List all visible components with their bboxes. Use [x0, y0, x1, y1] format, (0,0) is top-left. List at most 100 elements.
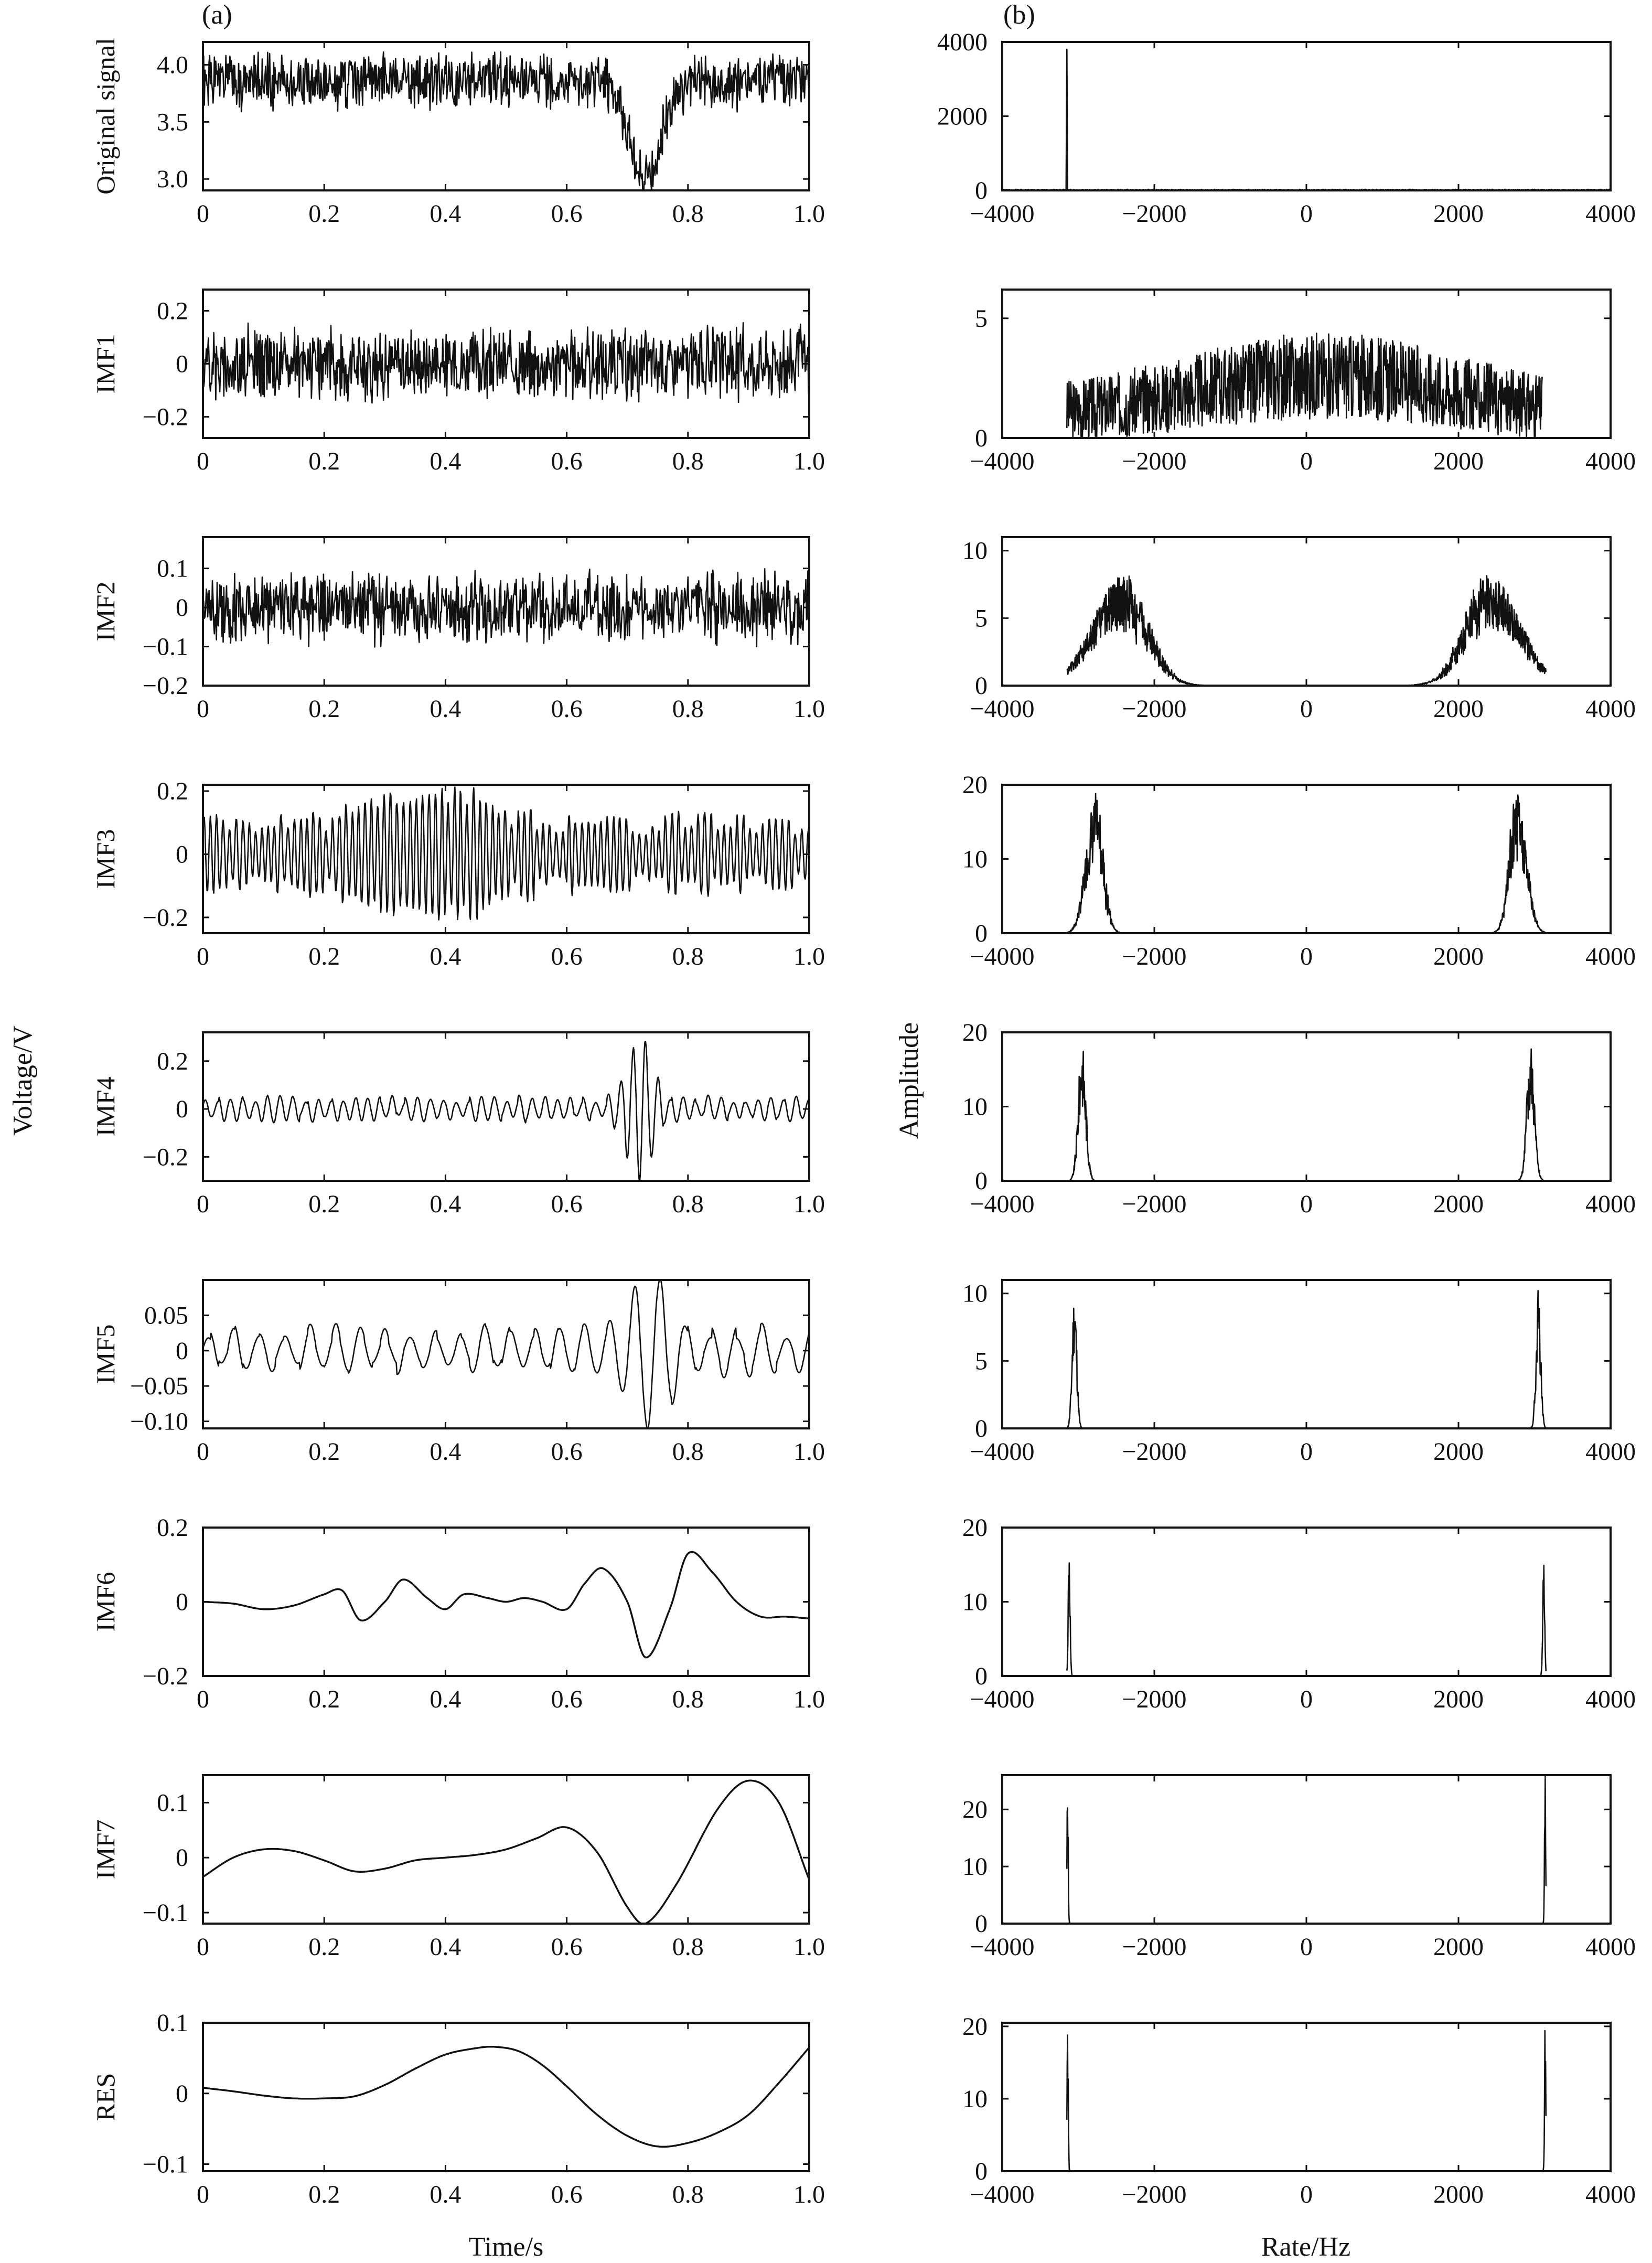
x-tick-label: −4000 — [970, 2181, 1034, 2208]
x-tick-label: 0.4 — [430, 447, 461, 475]
y-tick-label: 0.2 — [157, 1048, 188, 1075]
panel-a-4: 0 0.2 0.4 0.6 0.8 1.0 −0.2 0 0.2 IMF4 — [91, 1031, 825, 1218]
x-tick-label: 0 — [1300, 2181, 1313, 2208]
plot-frame — [1001, 1527, 1612, 1677]
y-axis-title: IMF2 — [91, 582, 120, 642]
panel-a-0: 0 0.2 0.4 0.6 0.8 1.0 3.0 3.5 4.0 Original signal — [91, 38, 825, 228]
x-tick-label: 0 — [197, 1190, 209, 1218]
plot-frame — [1001, 41, 1612, 191]
series-line — [203, 1041, 809, 1181]
series-line — [1066, 1562, 1547, 1676]
x-tick-label: 0.2 — [308, 943, 340, 970]
x-tick-label: −2000 — [1122, 695, 1186, 723]
x-tick-label: 1.0 — [793, 2181, 825, 2208]
x-tick-label: 0.2 — [308, 447, 340, 475]
y-tick-label: −0.2 — [143, 904, 188, 932]
x-tick-label: 1.0 — [793, 200, 825, 228]
x-tick-label: 0.2 — [308, 1933, 340, 1961]
y-tick-label: 0 — [975, 1167, 988, 1195]
x-tick-label: 4000 — [1585, 943, 1636, 970]
x-tick-label: 0.8 — [672, 1685, 704, 1713]
series-line — [1066, 1290, 1547, 1428]
x-tick-label: 2000 — [1433, 943, 1484, 970]
x-tick-label: 2000 — [1433, 2181, 1484, 2208]
x-tick-label: 2000 — [1433, 447, 1484, 475]
y-axis-title: Original signal — [91, 38, 120, 195]
panel-a-1: 0 0.2 0.4 0.6 0.8 1.0 −0.2 0 0.2 IMF1 — [91, 289, 825, 475]
y-tick-label: −0.10 — [130, 1408, 188, 1436]
y-tick-label: 5 — [975, 305, 988, 333]
x-tick-label: 0.6 — [551, 1933, 583, 1961]
x-tick-label: −2000 — [1122, 200, 1186, 228]
x-tick-label: −4000 — [970, 200, 1034, 228]
panel-b-1: −4000 −2000 0 2000 4000 0 5 — [970, 289, 1636, 475]
panel-a-2: 0 0.2 0.4 0.6 0.8 1.0 −0.2 −0.1 0 0.1 IMF2 — [91, 536, 825, 723]
x-tick-label: 1.0 — [793, 1685, 825, 1713]
y-tick-label: −0.2 — [143, 1662, 188, 1690]
x-tick-label: 0 — [197, 1933, 209, 1961]
series-line — [203, 51, 809, 190]
plot-frame — [1001, 1031, 1612, 1182]
y-tick-label: 10 — [962, 1280, 988, 1308]
y-tick-label: 10 — [962, 1588, 988, 1616]
x-tick-label: 0 — [197, 447, 209, 475]
y-tick-label: 20 — [962, 2013, 988, 2041]
y-tick-label: −0.1 — [143, 1899, 188, 1927]
x-tick-label: 0.6 — [551, 1438, 583, 1466]
x-tick-label: 4000 — [1585, 2181, 1636, 2208]
x-tick-label: −4000 — [970, 1685, 1034, 1713]
y-tick-label: 20 — [962, 1796, 988, 1823]
x-tick-label: 0.4 — [430, 1685, 461, 1713]
x-tick-label: 4000 — [1585, 695, 1636, 723]
x-tick-label: 1.0 — [793, 1438, 825, 1466]
x-tick-label: 0 — [197, 200, 209, 228]
y-tick-label: 0.2 — [157, 297, 188, 325]
x-tick-label: 0 — [197, 1438, 209, 1466]
y-tick-label: 0 — [176, 1095, 188, 1123]
x-tick-label: 0.6 — [551, 695, 583, 723]
x-tick-label: 0 — [197, 1685, 209, 1713]
y-axis-title: RES — [91, 2073, 120, 2121]
x-tick-label: 0.8 — [672, 1933, 704, 1961]
panels-group: 0 0.2 0.4 0.6 0.8 1.0 3.0 3.5 4.0 Original signal… — [91, 28, 1636, 2208]
x-tick-label: 4000 — [1585, 1933, 1636, 1961]
x-tick-label: −2000 — [1122, 2181, 1186, 2208]
series-line — [203, 786, 809, 921]
panel-a-3: 0 0.2 0.4 0.6 0.8 1.0 −0.2 0 0.2 IMF3 — [91, 777, 825, 970]
x-tick-label: 0.6 — [551, 943, 583, 970]
x-tick-label: 0.4 — [430, 1933, 461, 1961]
x-tick-label: 0.4 — [430, 200, 461, 228]
y-tick-label: 4.0 — [157, 51, 188, 79]
x-tick-label: −2000 — [1122, 447, 1186, 475]
y-tick-label: 2000 — [937, 103, 988, 131]
y-tick-label: −0.2 — [143, 672, 188, 700]
x-tick-label: 4000 — [1585, 1438, 1636, 1466]
x-tick-label: 0 — [1300, 1190, 1313, 1218]
series-line — [1066, 2030, 1547, 2171]
y-tick-label: −0.05 — [130, 1372, 188, 1400]
y-tick-label: 20 — [962, 1019, 988, 1047]
panel-b-0: −4000 −2000 0 2000 4000 0 2000 4000 — [937, 28, 1636, 228]
x-tick-label: 0 — [197, 943, 209, 970]
x-tick-label: −2000 — [1122, 1190, 1186, 1218]
y-tick-label: 0 — [975, 672, 988, 700]
x-tick-label: 0.2 — [308, 1438, 340, 1466]
y-tick-label: 0.2 — [157, 777, 188, 805]
x-tick-label: 0.8 — [672, 2181, 704, 2208]
y-tick-label: 5 — [975, 1347, 988, 1375]
y-tick-label: 0 — [176, 350, 188, 378]
x-tick-label: 0 — [197, 695, 209, 723]
y-tick-label: 20 — [962, 771, 988, 799]
x-tick-label: 1.0 — [793, 1190, 825, 1218]
x-tick-label: 1.0 — [793, 1933, 825, 1961]
x-tick-label: 0 — [197, 2181, 209, 2208]
y-axis-title: IMF7 — [91, 1820, 120, 1880]
x-tick-label: 0 — [1300, 1685, 1313, 1713]
series-line — [203, 1779, 809, 1924]
y-tick-label: −0.2 — [143, 1143, 188, 1171]
x-tick-label: 2000 — [1433, 1438, 1484, 1466]
plot-frame — [202, 1279, 810, 1429]
panel-b-7: −4000 −2000 0 2000 4000 0 10 20 — [962, 1774, 1636, 1961]
x-tick-label: 0.2 — [308, 200, 340, 228]
y-tick-label: 0 — [975, 1662, 988, 1690]
